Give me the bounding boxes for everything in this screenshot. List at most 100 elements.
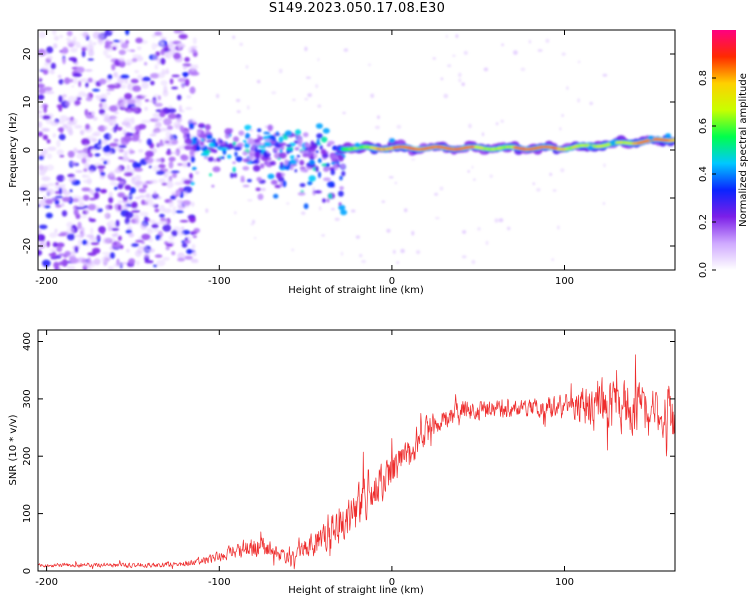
heatmap-cell-825 <box>107 74 113 80</box>
heatmap-cell-400 <box>113 138 119 143</box>
heatmap-cell-884 <box>79 78 89 83</box>
heatmap-cell-88 <box>93 192 100 200</box>
snr-xlabel: Height of straight line (km) <box>288 585 424 596</box>
heatmap-cell-640 <box>126 222 132 226</box>
heatmap-cell-333 <box>149 219 156 224</box>
heatmap-cell-1342 <box>315 123 323 129</box>
heatmap-cell-1331 <box>302 153 310 158</box>
heatmap-cell-951 <box>236 110 241 113</box>
heatmap-cell-830 <box>120 42 129 49</box>
heatmap-cell-910 <box>411 158 416 161</box>
heatmap-cell-1102 <box>299 159 305 166</box>
heatmap-cell-532 <box>86 234 94 238</box>
colorbar-ticks: 0.0 0.2 0.4 0.6 0.8 <box>698 70 716 278</box>
heatmap-cell-848 <box>159 204 166 212</box>
snr-series-line <box>38 354 675 570</box>
heatmap-cell-942 <box>552 189 557 192</box>
heatmap-cell-1344 <box>267 173 275 180</box>
heatmap-cell-864 <box>97 144 103 148</box>
heatmap-cell-1004 <box>471 165 474 169</box>
colorbar-label: Normalized spectral amplitude <box>738 73 749 227</box>
heatmap-cell-608 <box>160 42 166 49</box>
heatmap-cell-523 <box>59 231 69 235</box>
heatmap-cell-544 <box>62 57 66 65</box>
heatmap-cell-573 <box>112 126 117 133</box>
heatmap-cell-751 <box>49 248 58 252</box>
heatmap-cell-1117 <box>319 145 323 150</box>
heatmap-cell-3 <box>154 208 160 213</box>
heatmap-cell-1002 <box>194 64 199 70</box>
heatmap-cell-1077 <box>227 154 232 159</box>
heatmap-cell-678 <box>176 116 183 123</box>
heatmap-cell-711 <box>58 253 66 257</box>
heatmap-cell-87 <box>50 62 56 70</box>
heatmap-cell-652 <box>125 122 132 129</box>
heatmap-cell-695 <box>52 43 58 49</box>
heatmap-cell-925 <box>462 230 467 234</box>
heatmap-cell-273 <box>123 117 133 123</box>
heatmap-cell-1908 <box>587 145 594 151</box>
heatmap-cell-643 <box>134 174 141 181</box>
heatmap-cell-1245 <box>262 136 268 140</box>
heatmap-cell-765 <box>185 106 193 110</box>
heatmap-cell-941 <box>495 122 499 126</box>
heatmap-cell-554 <box>155 129 164 133</box>
heatmap-cell-232 <box>93 258 101 266</box>
heatmap-cell-1170 <box>206 140 213 143</box>
heatmap-xtick-label-0: -200 <box>35 276 58 287</box>
heatmap-cell-327 <box>143 253 151 258</box>
heatmap-cell-969 <box>545 38 550 43</box>
heatmap-cell-443 <box>126 49 132 52</box>
heatmap-cell-845 <box>80 226 85 234</box>
heatmap-cell-824 <box>93 131 101 136</box>
heatmap-cell-579 <box>149 99 158 103</box>
heatmap-cell-384 <box>107 227 112 232</box>
heatmap-cell-817 <box>71 250 76 258</box>
heatmap-cell-581 <box>76 66 85 74</box>
heatmap-cell-781 <box>118 144 127 149</box>
heatmap-cell-547 <box>100 113 109 118</box>
heatmap-cell-741 <box>42 69 49 75</box>
heatmap-cell-736 <box>103 160 108 165</box>
heatmap-cell-837 <box>56 139 61 148</box>
heatmap-cell-668 <box>126 164 131 171</box>
heatmap-cell-476 <box>79 129 85 136</box>
heatmap-cell-209 <box>134 167 143 172</box>
heatmap-cell-703 <box>129 187 136 194</box>
heatmap-cell-892 <box>137 246 144 254</box>
heatmap-cell-564 <box>108 122 114 126</box>
heatmap-cell-753 <box>85 82 89 88</box>
heatmap-cell-1137 <box>270 179 278 185</box>
heatmap-cell-899 <box>145 150 154 158</box>
heatmap-cell-1000 <box>411 230 415 236</box>
heatmap-cell-505 <box>124 211 134 219</box>
heatmap-cell-786 <box>101 229 105 235</box>
heatmap-cell-549 <box>139 211 149 217</box>
heatmap-cell-994 <box>477 227 481 231</box>
heatmap-cell-865 <box>171 74 180 78</box>
heatmap-cell-935 <box>416 250 421 255</box>
heatmap-cell-709 <box>161 182 168 186</box>
heatmap-cell-957 <box>388 176 394 179</box>
heatmap-cell-1217 <box>212 166 221 173</box>
heatmap-cell-396 <box>153 125 158 130</box>
heatmap-cell-1007 <box>468 123 472 129</box>
heatmap-cell-850 <box>116 103 120 109</box>
heatmap-cell-621 <box>109 105 118 112</box>
heatmap-cell-915 <box>589 101 593 106</box>
heatmap-cell-908 <box>245 65 249 69</box>
heatmap-cell-601 <box>102 237 111 245</box>
heatmap-cell-1016 <box>367 63 372 67</box>
heatmap-cell-956 <box>239 42 243 46</box>
heatmap-cell-655 <box>149 133 157 137</box>
heatmap-cell-672 <box>170 151 180 155</box>
heatmap-cell-449 <box>175 210 184 214</box>
heatmap-cell-988 <box>370 93 375 99</box>
heatmap-cell-1014 <box>602 202 606 205</box>
heatmap-cell-737 <box>122 129 127 136</box>
heatmap-cell-776 <box>167 108 177 114</box>
heatmap-cell-451 <box>71 198 80 203</box>
heatmap-cell-803 <box>105 40 110 48</box>
heatmap-cell-1309 <box>247 179 252 183</box>
